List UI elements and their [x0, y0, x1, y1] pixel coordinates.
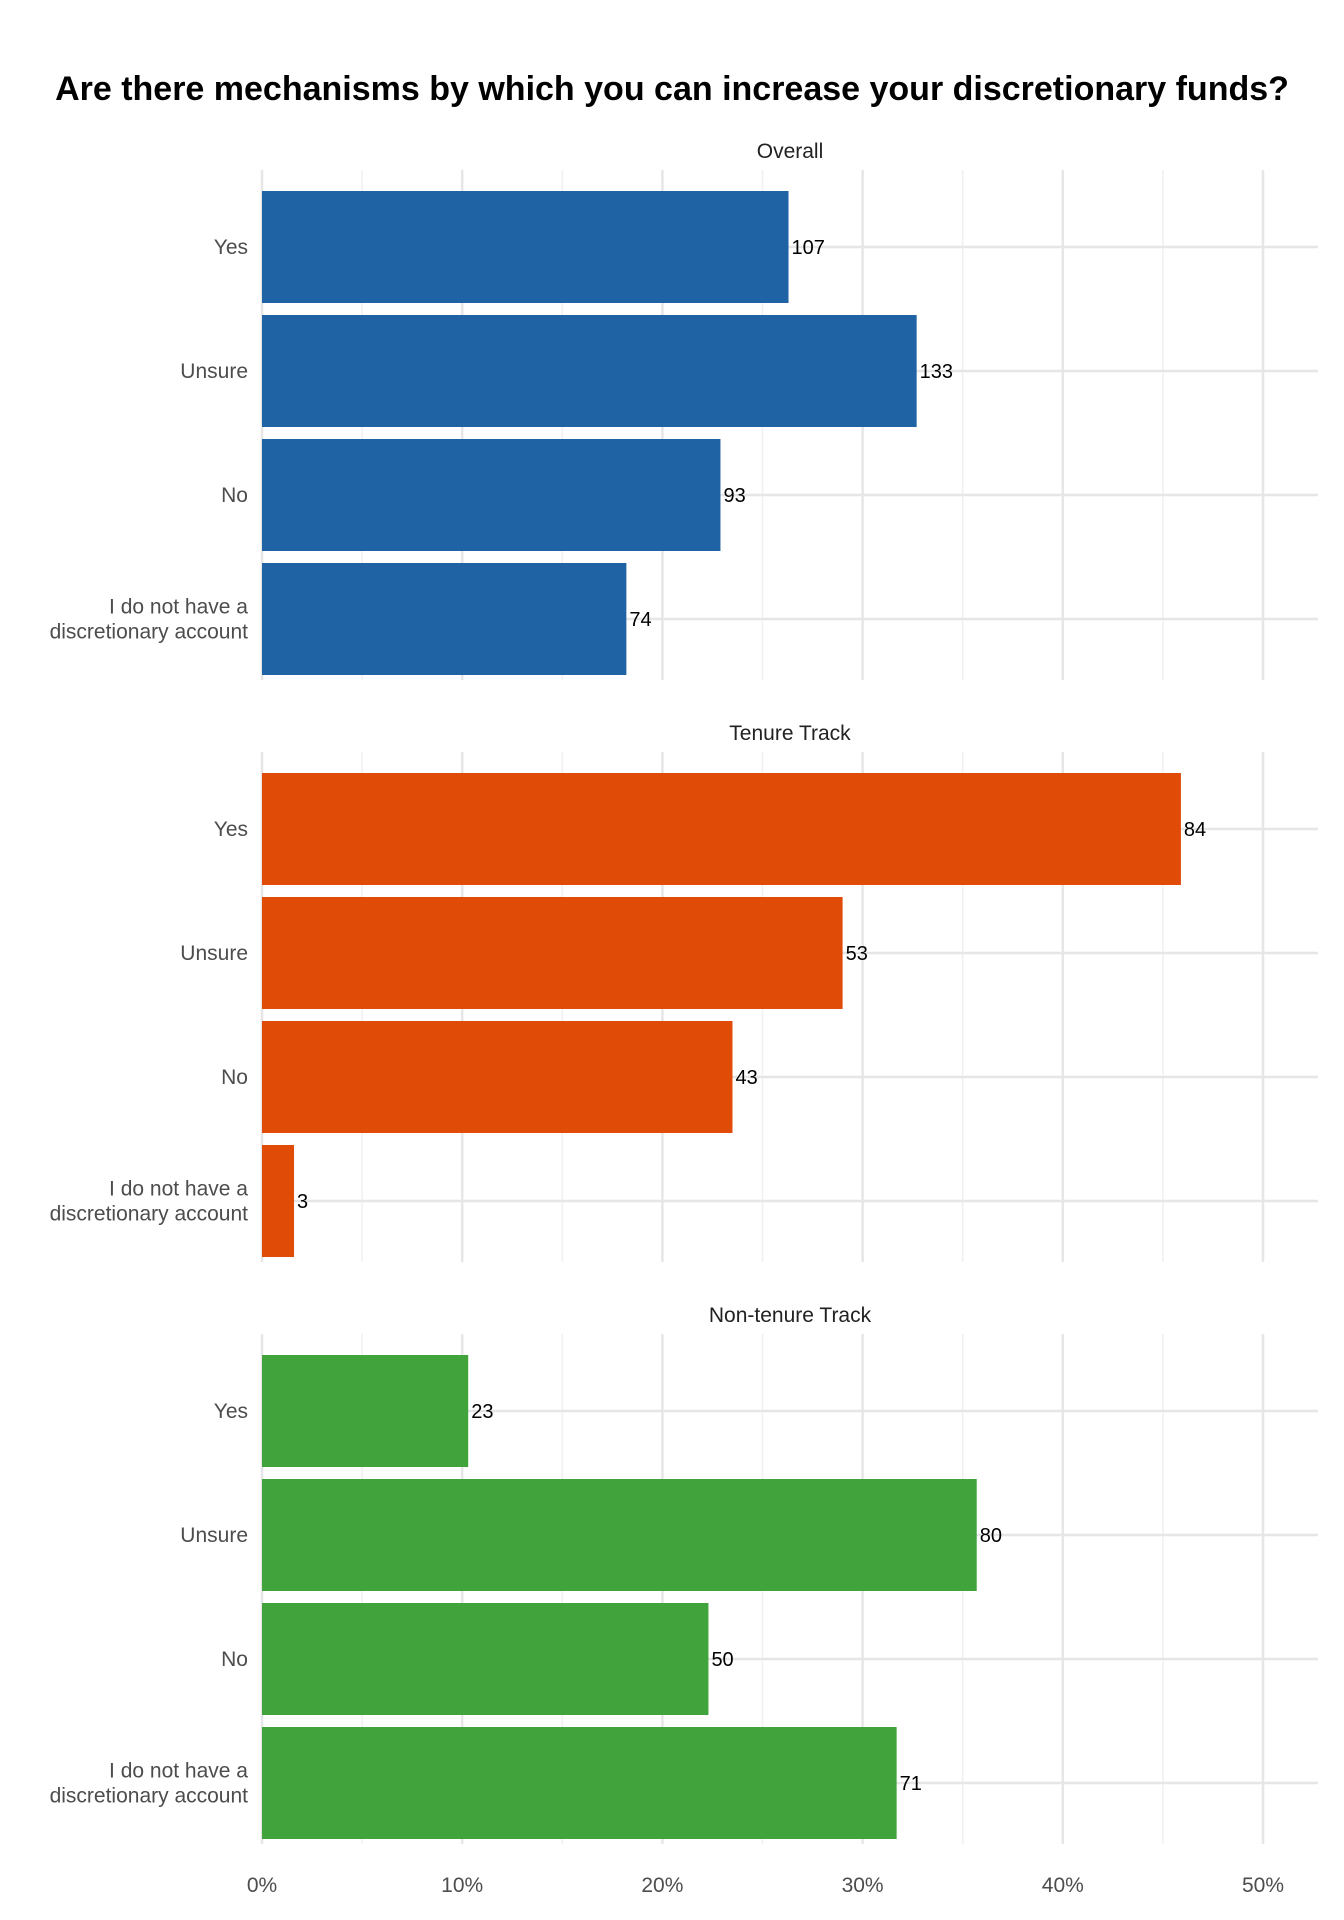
bar-1	[262, 1355, 469, 1467]
value-label: 53	[846, 943, 868, 965]
category-label: Unsure	[180, 942, 248, 965]
bar-4	[262, 563, 627, 675]
value-label: 23	[471, 1401, 493, 1423]
x-tick-label: 50%	[1242, 1874, 1284, 1897]
category-label: I do not have a discretionary account	[50, 1178, 249, 1226]
value-label: 74	[629, 609, 651, 631]
bar-3	[262, 1603, 709, 1715]
x-tick-label: 40%	[1042, 1874, 1084, 1897]
value-label: 133	[920, 361, 953, 383]
x-tick-label: 20%	[641, 1874, 683, 1897]
bar-2	[262, 897, 843, 1009]
x-tick-label: 10%	[441, 1874, 483, 1897]
category-label: No	[221, 484, 248, 507]
category-label: No	[221, 1066, 248, 1089]
panel-title: Tenure Track	[729, 722, 851, 745]
panel-2: Tenure Track 84 Yes 53 Unsure 43 No 3 I do not h…	[50, 722, 1318, 1262]
category-label: I do not have a discretionary account	[50, 596, 249, 644]
bar-1	[262, 773, 1181, 885]
value-label: 3	[297, 1191, 308, 1213]
category-label: Unsure	[180, 360, 248, 383]
value-label: 93	[723, 485, 745, 507]
bar-1	[262, 191, 789, 303]
value-label: 80	[980, 1525, 1002, 1547]
category-label: I do not have a discretionary account	[50, 1760, 249, 1808]
category-label: Unsure	[180, 1524, 248, 1547]
bar-3	[262, 1021, 733, 1133]
category-label: Yes	[214, 236, 248, 259]
panel-title: Non-tenure Track	[709, 1304, 872, 1327]
bar-3	[262, 439, 721, 551]
value-label: 84	[1184, 819, 1206, 841]
panel-1: Overall 107 Yes 133 Unsure 93 No 74 I do not hav…	[50, 140, 1318, 680]
value-label: 71	[900, 1773, 922, 1795]
value-label: 43	[735, 1067, 757, 1089]
bar-4	[262, 1145, 295, 1257]
panel-3: Non-tenure Track 23 Yes 80 Unsure 50 No 71 I do …	[50, 1304, 1318, 1844]
chart-title: Are there mechanisms by which you can in…	[55, 70, 1289, 108]
bar-4	[262, 1727, 897, 1839]
value-label: 107	[792, 237, 825, 259]
value-label: 50	[711, 1649, 733, 1671]
category-label: Yes	[214, 818, 248, 841]
panel-title: Overall	[757, 140, 824, 163]
category-label: No	[221, 1648, 248, 1671]
x-tick-label: 0%	[247, 1874, 277, 1897]
x-tick-label: 30%	[842, 1874, 884, 1897]
category-label: Yes	[214, 1400, 248, 1423]
bar-2	[262, 1479, 977, 1591]
bar-2	[262, 315, 917, 427]
